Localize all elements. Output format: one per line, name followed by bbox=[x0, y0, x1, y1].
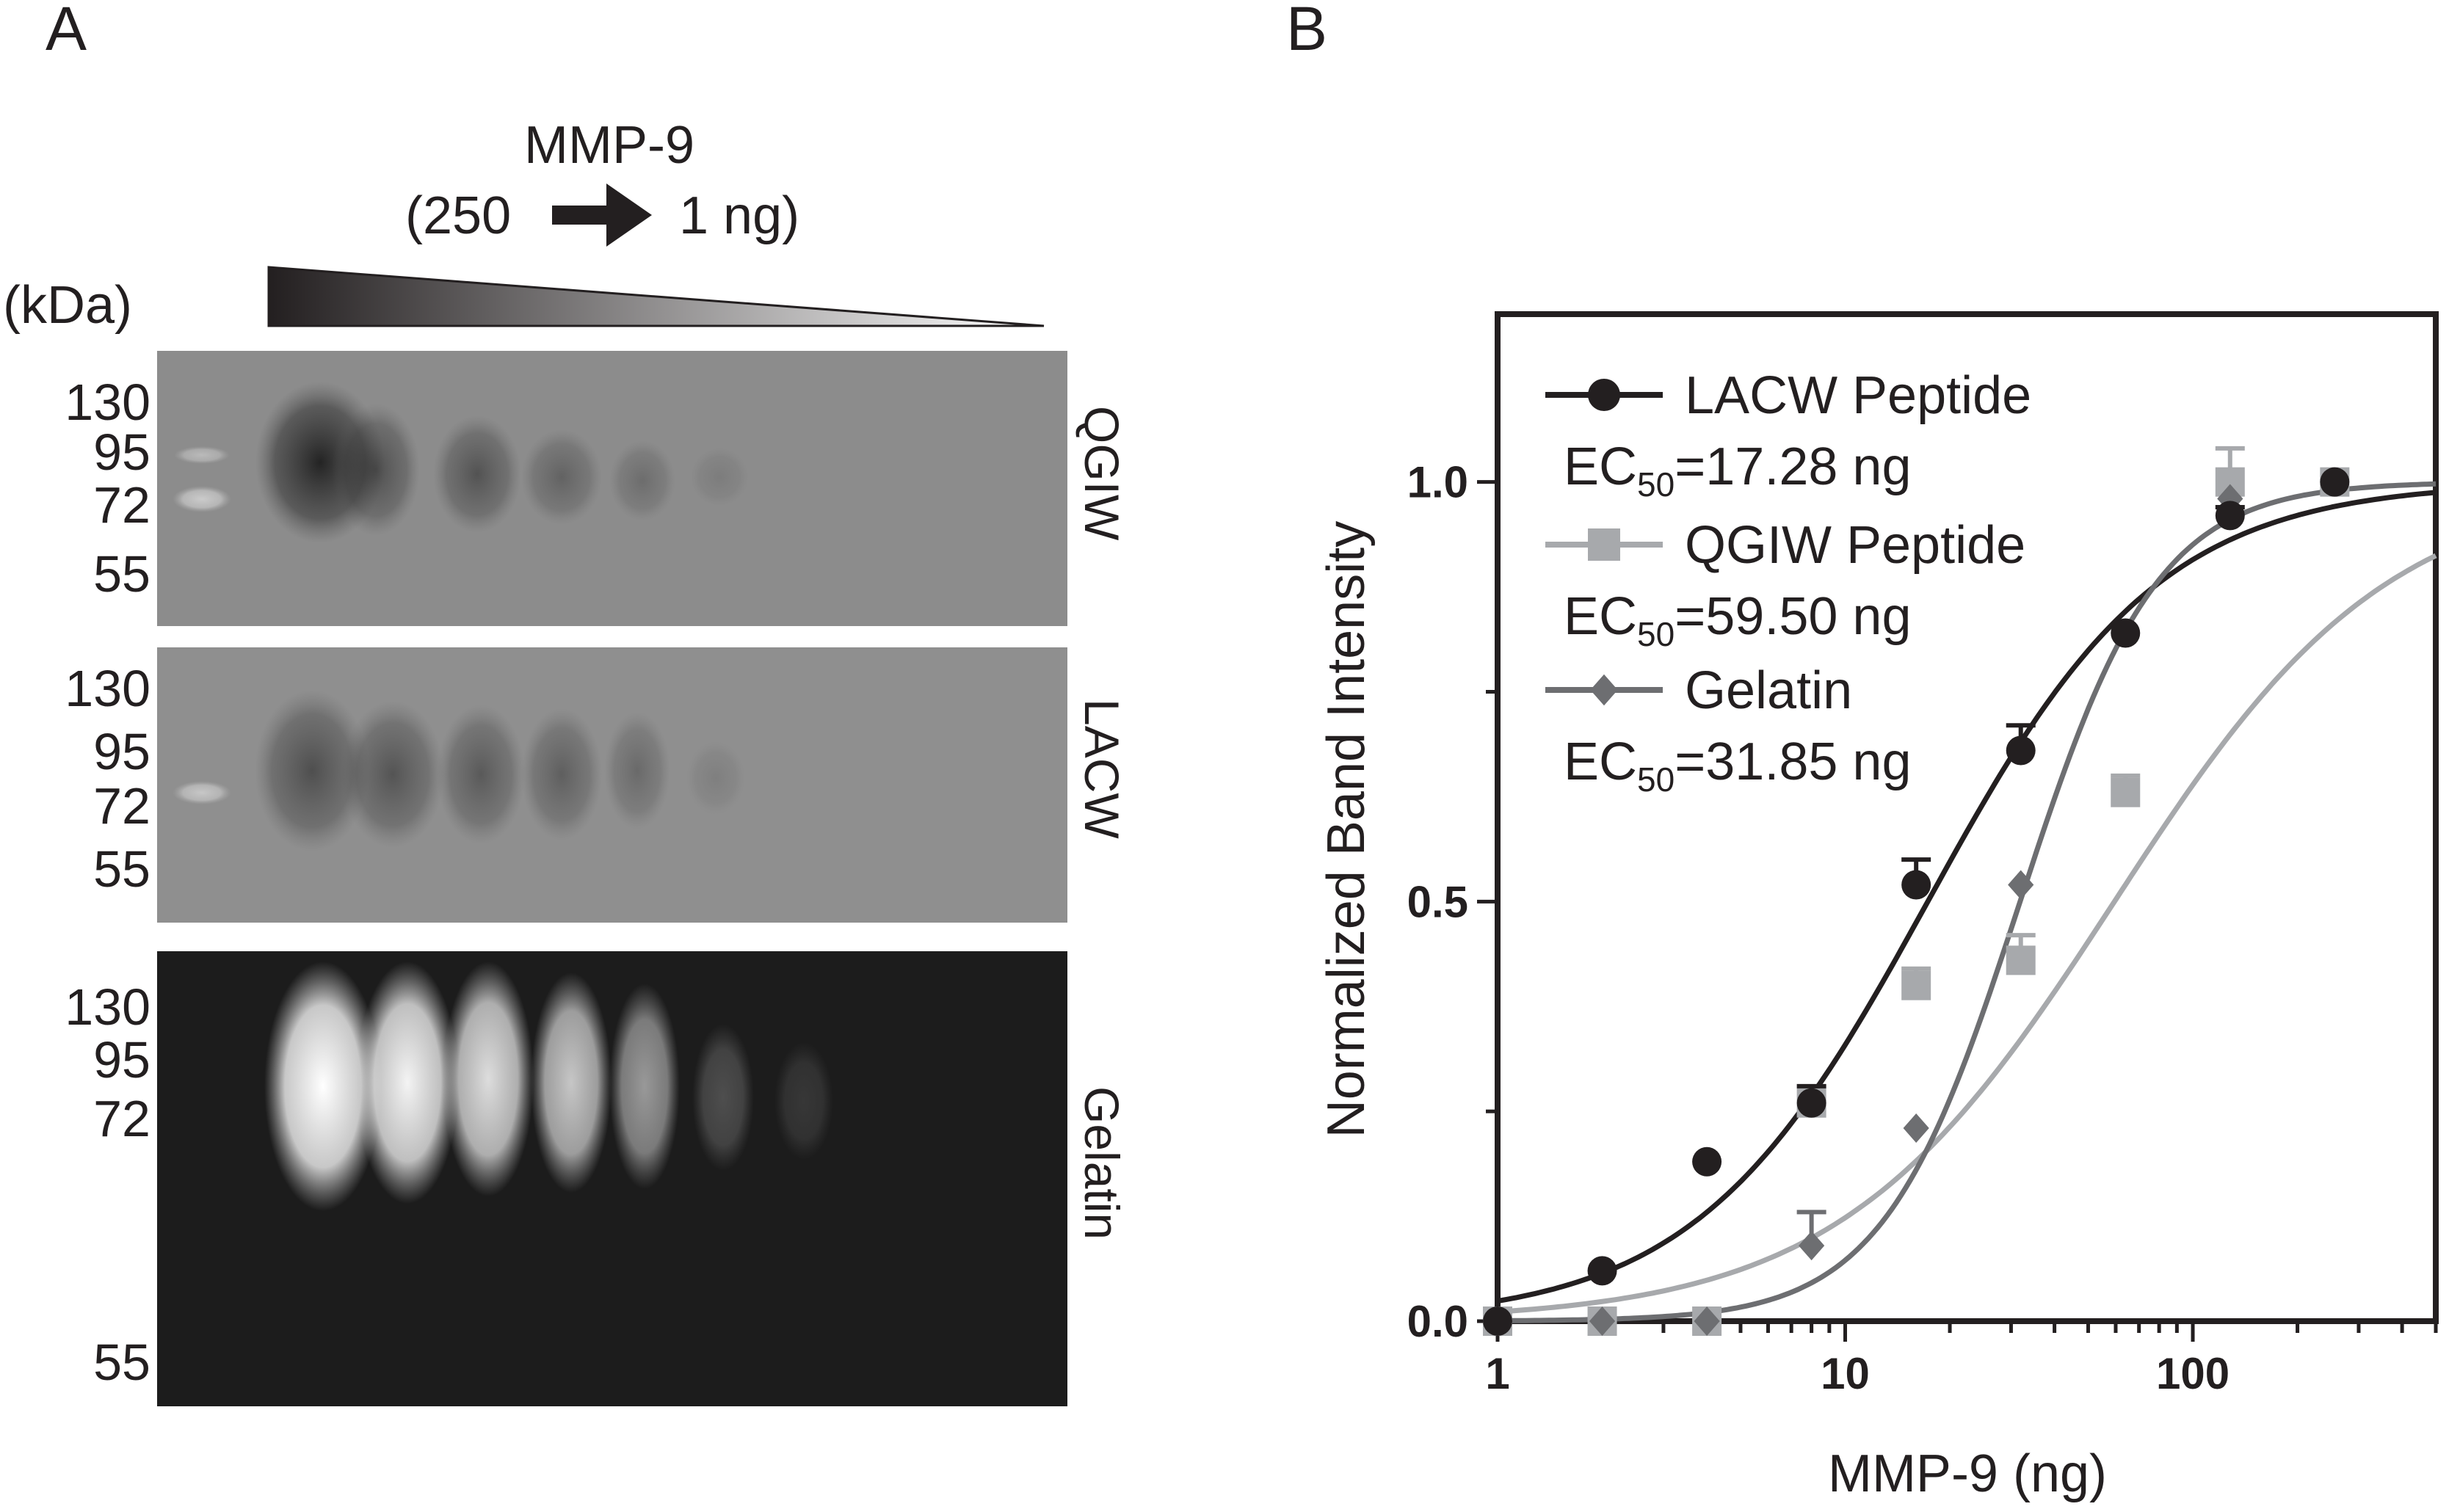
mmp9-header-right: 1 ng) bbox=[679, 186, 799, 245]
mmp9-header-left: (250 bbox=[405, 186, 511, 245]
kda-label: (kDa) bbox=[3, 276, 132, 335]
data-point-s1 bbox=[1692, 1146, 1722, 1177]
legend-marker-2 bbox=[1588, 528, 1620, 561]
legend-series-name-2: QGIW Peptide bbox=[1685, 516, 2025, 575]
data-point-s3 bbox=[1589, 1306, 1616, 1336]
y-tick-label: 0.5 bbox=[1407, 877, 1468, 926]
chart-data-points bbox=[1483, 446, 2350, 1336]
data-point-s1 bbox=[1796, 1088, 1826, 1118]
data-point-s1 bbox=[2111, 618, 2141, 648]
data-point-s3 bbox=[2008, 870, 2034, 900]
gel-gelatin-marker-72: 72 bbox=[93, 1090, 150, 1147]
fit-curve-3 bbox=[1498, 481, 2437, 1323]
x-tick-label: 10 bbox=[1821, 1349, 1870, 1398]
gel-qgiw: QGIW 130 95 72 55 bbox=[65, 351, 1129, 626]
plot-frame bbox=[1495, 311, 2439, 1324]
gel-gelatin-label: Gelatin bbox=[1075, 1086, 1129, 1240]
legend-series-name-1: LACW Peptide bbox=[1685, 366, 2031, 425]
gel-gelatin: Gelatin 130 95 72 55 bbox=[65, 951, 1129, 1406]
data-point-s2 bbox=[1901, 970, 1931, 1000]
gel-qgiw-marker-95: 95 bbox=[93, 424, 150, 481]
gel-lacw: LACW 130 95 72 55 bbox=[65, 647, 1129, 923]
legend-series-name-3: Gelatin bbox=[1685, 661, 1852, 720]
data-point-s1 bbox=[2215, 501, 2245, 531]
gel-lacw-bands bbox=[173, 690, 745, 851]
gel-qgiw-marker-72: 72 bbox=[93, 476, 150, 534]
gel-qgiw-bands bbox=[173, 382, 749, 543]
gel-lacw-marker-130: 130 bbox=[65, 660, 150, 717]
legend-ec50-1: EC50=17.28 ng bbox=[1564, 437, 1912, 504]
y-tick-label: 0.0 bbox=[1407, 1297, 1468, 1346]
panel-a-label: A bbox=[46, 0, 87, 63]
data-point-s1 bbox=[2006, 735, 2036, 766]
gel-lacw-label: LACW bbox=[1075, 699, 1129, 839]
gel-gelatin-marker-95: 95 bbox=[93, 1031, 150, 1088]
concentration-wedge bbox=[267, 266, 1045, 327]
data-point-s3 bbox=[1799, 1231, 1825, 1261]
data-point-s3 bbox=[1903, 1113, 1929, 1144]
data-point-s2 bbox=[2006, 945, 2036, 975]
arrow-right-icon bbox=[552, 183, 652, 247]
gel-qgiw-label: QGIW bbox=[1075, 406, 1129, 541]
x-axis-label: MMP-9 (ng) bbox=[1828, 1444, 2107, 1503]
legend-marker-1 bbox=[1588, 379, 1620, 411]
gel-qgiw-marker-130: 130 bbox=[65, 374, 150, 431]
legend-marker-3 bbox=[1590, 674, 1618, 706]
legend-ec50-3: EC50=31.85 ng bbox=[1564, 733, 1912, 799]
data-point-s1 bbox=[2320, 467, 2350, 497]
dose-response-chart: 1 10 100 0.0 0.5 1.0 LACW Peptide EC50=17.28 n… bbox=[1317, 311, 2439, 1503]
gel-gelatin-marker-55: 55 bbox=[93, 1334, 150, 1391]
chart-legend: LACW Peptide EC50=17.28 ng QGIW Peptide EC5… bbox=[1545, 366, 2031, 799]
data-point-s1 bbox=[1483, 1306, 1512, 1336]
chart-fit-curves bbox=[1498, 481, 2437, 1323]
chart-axes: 1 10 100 0.0 0.5 1.0 bbox=[1407, 458, 2438, 1398]
gel-lacw-marker-55: 55 bbox=[93, 840, 150, 898]
data-point-s2 bbox=[2111, 777, 2141, 807]
gel-gelatin-marker-130: 130 bbox=[65, 978, 150, 1036]
mmp9-header-title: MMP-9 bbox=[524, 116, 694, 175]
fit-curve-1 bbox=[1498, 490, 2437, 1304]
x-tick-label: 100 bbox=[2156, 1349, 2230, 1398]
gel-qgiw-marker-55: 55 bbox=[93, 545, 150, 603]
gel-lacw-marker-95: 95 bbox=[93, 723, 150, 780]
y-axis-label: Normalized Band Intensity bbox=[1317, 521, 1376, 1138]
y-tick-label: 1.0 bbox=[1407, 458, 1468, 507]
gel-lacw-marker-72: 72 bbox=[93, 777, 150, 835]
x-tick-label: 1 bbox=[1485, 1349, 1509, 1398]
panel-b-label: B bbox=[1286, 0, 1327, 63]
data-point-s1 bbox=[1587, 1256, 1617, 1286]
fit-curve-2 bbox=[1498, 553, 2437, 1315]
gel-gelatin-bands bbox=[264, 962, 833, 1211]
data-point-s1 bbox=[1901, 870, 1931, 900]
legend-ec50-2: EC50=59.50 ng bbox=[1564, 587, 1912, 653]
data-point-s3 bbox=[1694, 1306, 1720, 1336]
